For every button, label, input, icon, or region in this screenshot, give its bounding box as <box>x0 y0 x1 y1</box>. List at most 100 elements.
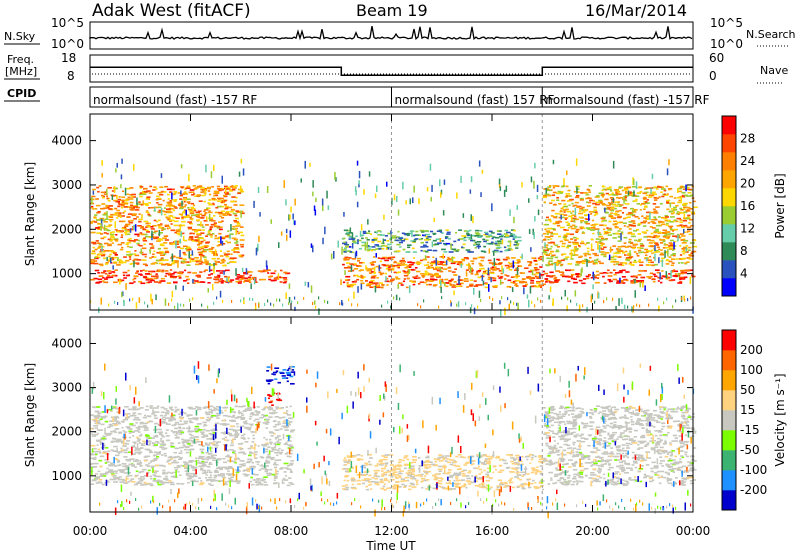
data-cell <box>352 264 357 266</box>
data-cell <box>603 238 608 241</box>
data-cell <box>235 230 239 233</box>
data-cell <box>649 239 655 242</box>
data-cell <box>684 262 687 264</box>
data-cell <box>546 275 551 277</box>
data-cell <box>585 275 590 278</box>
data-cell <box>158 230 161 237</box>
data-cell <box>474 241 477 244</box>
data-cell <box>492 236 496 238</box>
data-cell <box>460 175 462 183</box>
data-cell <box>129 201 134 204</box>
data-cell <box>278 417 283 419</box>
data-cell <box>645 264 649 266</box>
data-cell <box>592 263 596 265</box>
data-cell <box>566 245 572 247</box>
data-cell <box>119 440 124 442</box>
data-cell <box>205 413 211 416</box>
data-cell <box>179 238 181 244</box>
data-cell <box>448 237 452 240</box>
data-cell <box>439 231 443 233</box>
data-cell <box>267 276 272 278</box>
data-cell <box>208 263 211 265</box>
data-cell <box>137 447 141 450</box>
data-cell <box>402 270 406 272</box>
data-cell <box>652 278 655 280</box>
data-cell <box>390 256 393 259</box>
data-cell <box>593 276 597 278</box>
data-cell <box>246 474 250 476</box>
data-cell <box>193 209 197 212</box>
data-cell <box>177 261 179 268</box>
data-cell <box>543 253 547 255</box>
data-cell <box>197 244 201 246</box>
data-cell <box>661 195 665 198</box>
data-cell <box>145 198 149 200</box>
data-cell <box>196 194 201 196</box>
data-cell <box>453 240 457 243</box>
data-cell <box>579 242 585 245</box>
data-cell <box>210 273 214 275</box>
data-cell <box>346 284 351 286</box>
data-cell <box>182 285 184 291</box>
data-cell <box>111 475 117 477</box>
data-cell <box>590 227 596 229</box>
data-cell <box>540 258 544 260</box>
data-cell <box>666 168 669 176</box>
data-cell <box>183 192 188 195</box>
data-cell <box>104 420 109 423</box>
data-cell <box>401 257 405 260</box>
data-cell <box>192 282 196 284</box>
data-cell <box>182 444 186 447</box>
data-cell <box>162 469 166 472</box>
data-cell <box>127 213 133 215</box>
data-cell <box>268 278 272 281</box>
data-cell <box>274 466 278 469</box>
data-cell <box>107 244 112 247</box>
data-cell <box>153 454 158 456</box>
data-cell <box>177 303 179 310</box>
data-cell <box>431 266 434 269</box>
data-cell <box>210 236 213 238</box>
data-cell <box>189 222 192 225</box>
data-cell <box>226 277 228 282</box>
data-cell <box>131 465 136 467</box>
data-cell <box>214 237 219 240</box>
data-cell <box>133 224 135 230</box>
data-cell <box>164 259 169 261</box>
data-cell <box>563 229 567 231</box>
data-cell <box>322 237 324 245</box>
data-cell <box>164 185 168 188</box>
data-cell <box>231 411 236 413</box>
data-cell <box>160 173 163 179</box>
data-cell <box>225 255 229 258</box>
data-cell <box>196 234 202 236</box>
data-cell <box>349 266 353 269</box>
data-cell <box>216 188 222 190</box>
data-cell <box>646 276 651 278</box>
data-cell <box>683 228 685 234</box>
data-cell <box>550 255 554 258</box>
data-cell <box>470 260 475 262</box>
data-cell <box>191 214 196 217</box>
data-cell <box>607 269 610 272</box>
data-cell <box>550 235 554 237</box>
data-cell <box>341 246 343 255</box>
data-cell <box>516 243 520 245</box>
data-cell <box>639 264 644 266</box>
data-cell <box>251 441 255 443</box>
data-cell <box>108 423 113 426</box>
data-cell <box>232 228 236 230</box>
data-cell <box>617 235 621 238</box>
data-cell <box>227 206 233 209</box>
data-cell <box>210 416 214 418</box>
data-cell <box>681 235 686 237</box>
data-cell <box>192 232 195 235</box>
data-cell <box>582 278 587 280</box>
data-cell <box>314 209 317 216</box>
data-cell <box>602 204 607 206</box>
data-cell <box>672 269 676 271</box>
data-cell <box>591 293 593 300</box>
data-cell <box>347 250 352 252</box>
data-cell <box>497 242 502 244</box>
data-cell <box>630 275 635 278</box>
